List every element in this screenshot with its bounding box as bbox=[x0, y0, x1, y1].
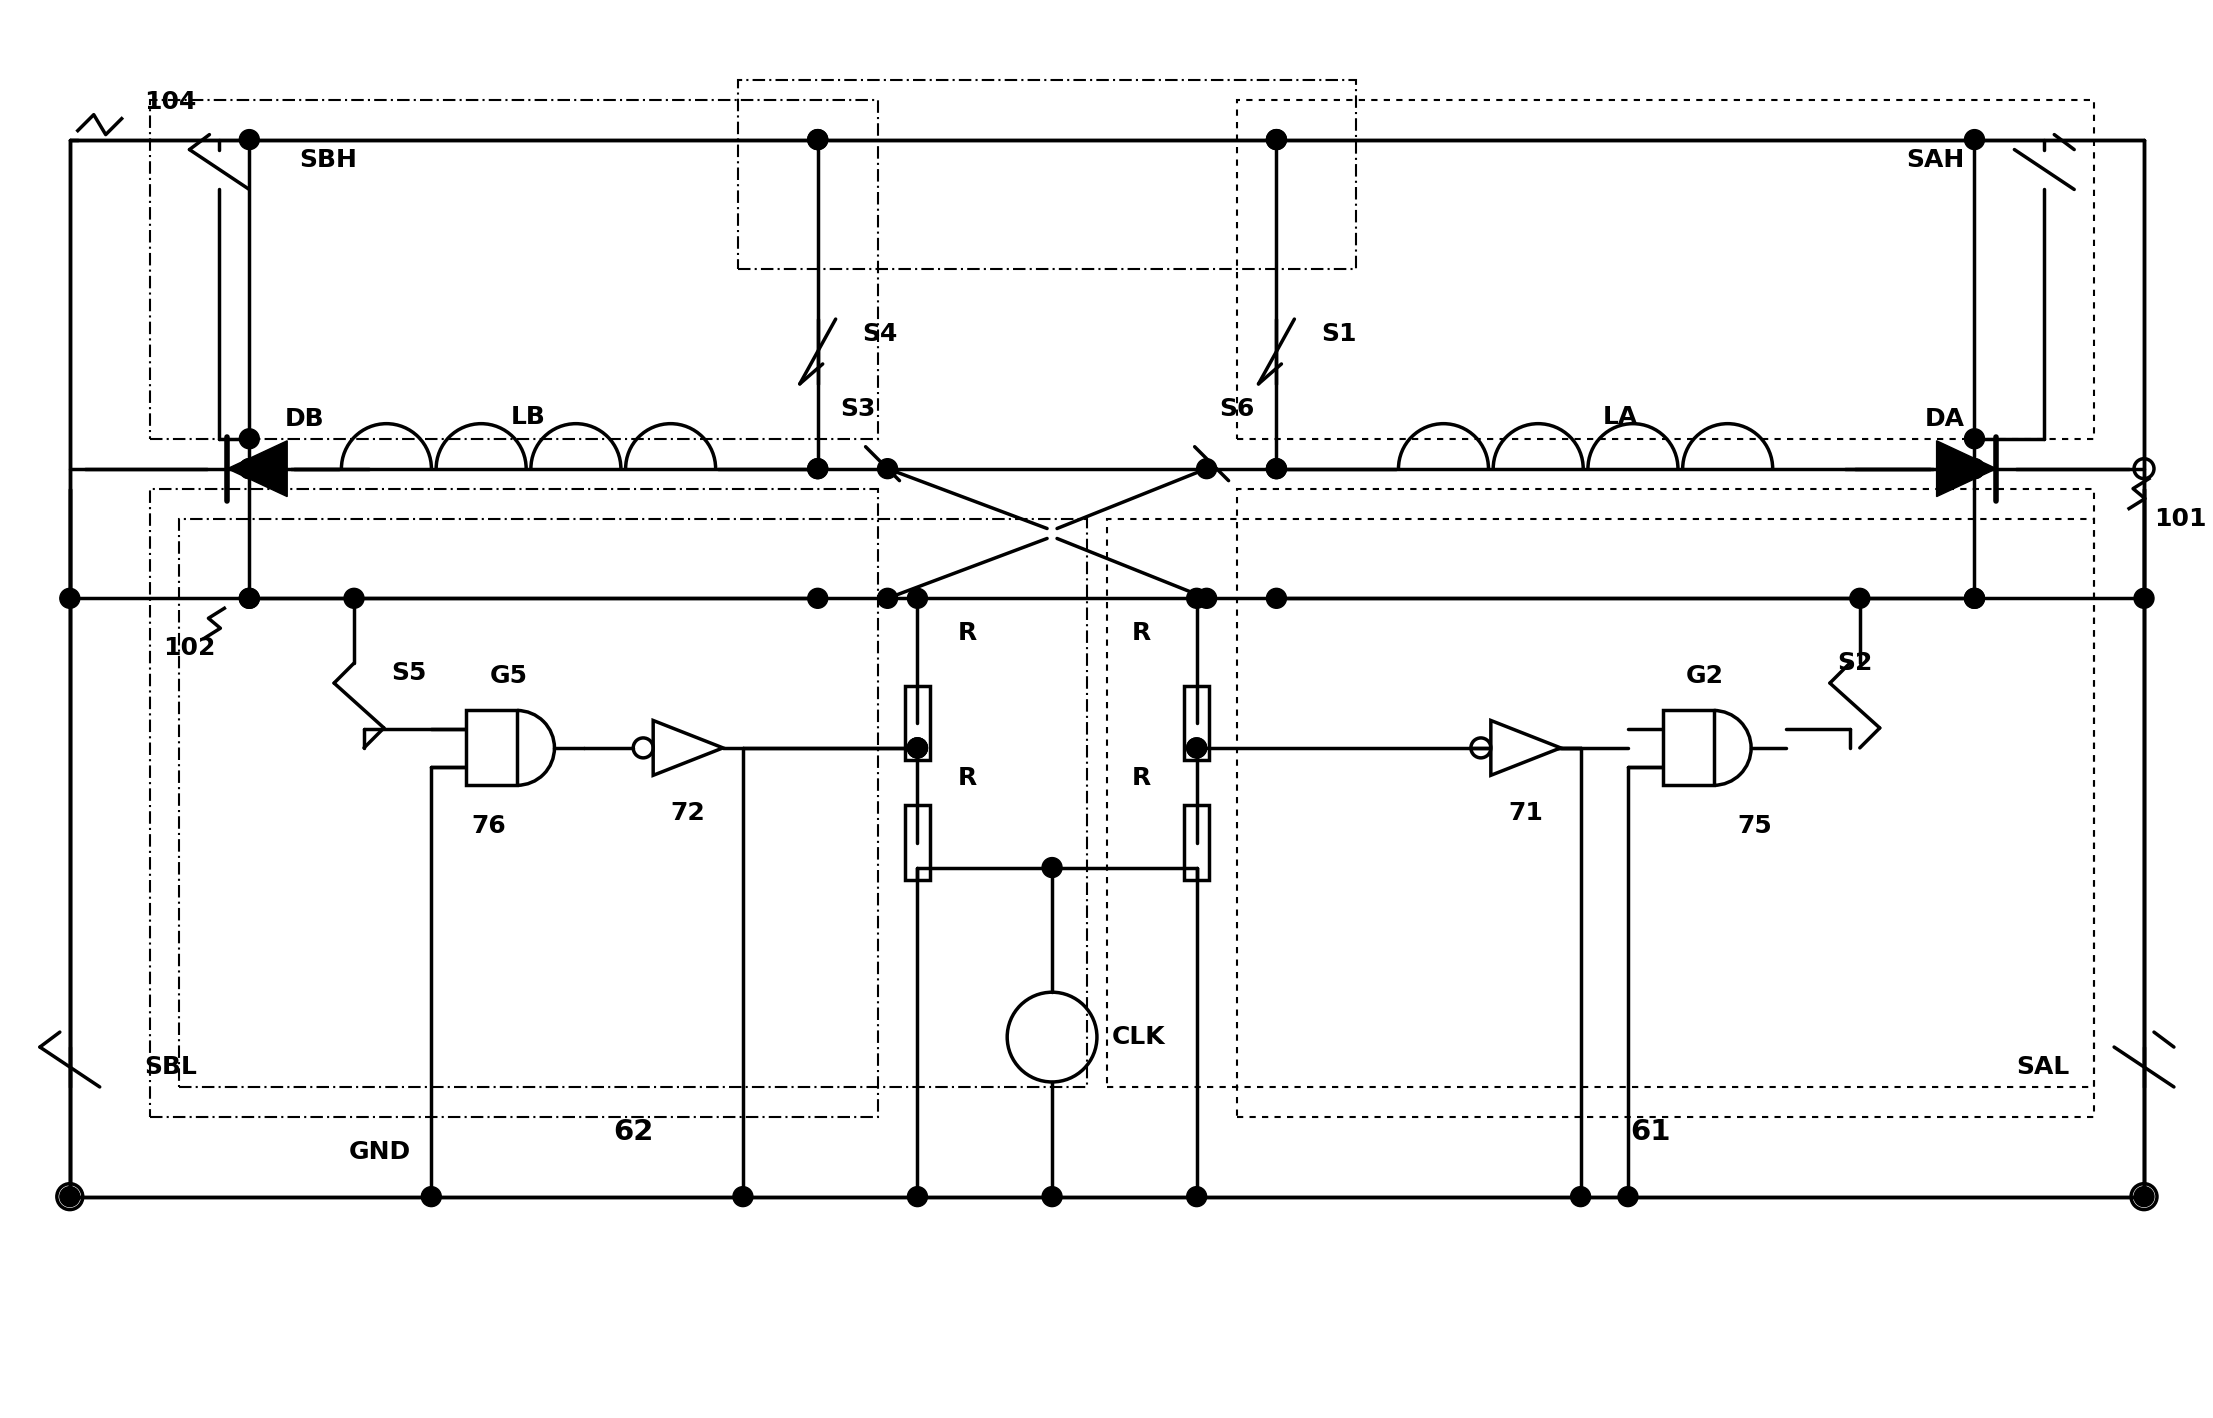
Text: 104: 104 bbox=[144, 89, 197, 113]
Text: DA: DA bbox=[1925, 407, 1965, 431]
Circle shape bbox=[239, 588, 259, 608]
Polygon shape bbox=[1492, 720, 1560, 776]
Circle shape bbox=[1186, 1187, 1206, 1207]
Text: G5: G5 bbox=[489, 664, 527, 688]
Circle shape bbox=[239, 458, 259, 479]
Circle shape bbox=[733, 1187, 752, 1207]
Circle shape bbox=[907, 737, 927, 757]
Bar bbox=[179, 519, 1087, 1088]
Circle shape bbox=[1266, 129, 1286, 149]
Bar bbox=[150, 489, 879, 1117]
Text: SAH: SAH bbox=[1905, 147, 1965, 172]
Text: LA: LA bbox=[1602, 404, 1638, 428]
Circle shape bbox=[1571, 1187, 1591, 1207]
Text: 71: 71 bbox=[1509, 801, 1542, 825]
Circle shape bbox=[1965, 588, 1985, 608]
Circle shape bbox=[1965, 428, 1985, 448]
Circle shape bbox=[239, 588, 259, 608]
Circle shape bbox=[808, 129, 828, 149]
Bar bbox=[905, 685, 929, 760]
Bar bbox=[467, 710, 518, 786]
Circle shape bbox=[2133, 588, 2153, 608]
Circle shape bbox=[1186, 737, 1206, 757]
Text: 101: 101 bbox=[2153, 506, 2206, 530]
Bar bbox=[1237, 489, 2093, 1117]
Circle shape bbox=[343, 588, 363, 608]
Circle shape bbox=[1965, 588, 1985, 608]
Circle shape bbox=[879, 458, 898, 479]
Circle shape bbox=[1186, 737, 1206, 757]
Text: R: R bbox=[958, 621, 976, 645]
Text: S1: S1 bbox=[1321, 322, 1357, 346]
Text: S3: S3 bbox=[841, 397, 876, 421]
Circle shape bbox=[60, 1187, 80, 1207]
Circle shape bbox=[239, 129, 259, 149]
Text: SBL: SBL bbox=[144, 1055, 197, 1079]
Text: S2: S2 bbox=[1837, 651, 1872, 675]
Circle shape bbox=[1850, 588, 1870, 608]
Text: SAL: SAL bbox=[2016, 1055, 2069, 1079]
Text: S6: S6 bbox=[1219, 397, 1255, 421]
Polygon shape bbox=[1936, 441, 1996, 496]
Text: DB: DB bbox=[283, 407, 323, 431]
Text: 76: 76 bbox=[471, 814, 507, 838]
Text: R: R bbox=[1131, 766, 1151, 790]
Circle shape bbox=[239, 428, 259, 448]
Circle shape bbox=[239, 458, 259, 479]
Bar bbox=[737, 79, 1357, 269]
Circle shape bbox=[1197, 458, 1217, 479]
Circle shape bbox=[808, 129, 828, 149]
Circle shape bbox=[1266, 458, 1286, 479]
Circle shape bbox=[1197, 588, 1217, 608]
Text: LB: LB bbox=[511, 404, 547, 428]
Circle shape bbox=[1266, 129, 1286, 149]
Text: G2: G2 bbox=[1686, 664, 1724, 688]
Circle shape bbox=[808, 458, 828, 479]
Circle shape bbox=[1965, 458, 1985, 479]
Circle shape bbox=[1266, 588, 1286, 608]
Text: CLK: CLK bbox=[1111, 1025, 1166, 1049]
Circle shape bbox=[1042, 858, 1062, 878]
Circle shape bbox=[907, 1187, 927, 1207]
Bar bbox=[905, 805, 929, 881]
Text: S4: S4 bbox=[863, 322, 898, 346]
Bar bbox=[1662, 710, 1713, 786]
Bar bbox=[1184, 685, 1208, 760]
Circle shape bbox=[2133, 1187, 2153, 1207]
Polygon shape bbox=[228, 441, 288, 496]
Circle shape bbox=[907, 737, 927, 757]
Circle shape bbox=[420, 1187, 440, 1207]
Circle shape bbox=[808, 458, 828, 479]
Text: 72: 72 bbox=[671, 801, 706, 825]
Circle shape bbox=[808, 588, 828, 608]
Text: 62: 62 bbox=[613, 1117, 653, 1146]
Bar bbox=[150, 99, 879, 438]
Circle shape bbox=[1965, 129, 1985, 149]
Text: SBH: SBH bbox=[299, 147, 356, 172]
Circle shape bbox=[1266, 458, 1286, 479]
Text: S5: S5 bbox=[392, 661, 427, 685]
Text: R: R bbox=[1131, 621, 1151, 645]
Circle shape bbox=[879, 588, 898, 608]
Text: 75: 75 bbox=[1737, 814, 1773, 838]
Circle shape bbox=[1618, 1187, 1638, 1207]
Circle shape bbox=[1186, 588, 1206, 608]
Bar bbox=[1237, 99, 2093, 438]
Text: 61: 61 bbox=[1631, 1117, 1671, 1146]
Polygon shape bbox=[653, 720, 724, 776]
Circle shape bbox=[907, 737, 927, 757]
Text: GND: GND bbox=[350, 1140, 412, 1164]
Bar bbox=[1184, 805, 1208, 881]
Circle shape bbox=[907, 588, 927, 608]
Text: 102: 102 bbox=[164, 637, 215, 661]
Circle shape bbox=[1965, 458, 1985, 479]
Circle shape bbox=[60, 588, 80, 608]
Bar bbox=[1106, 519, 2093, 1088]
Circle shape bbox=[1042, 1187, 1062, 1207]
Text: R: R bbox=[958, 766, 976, 790]
